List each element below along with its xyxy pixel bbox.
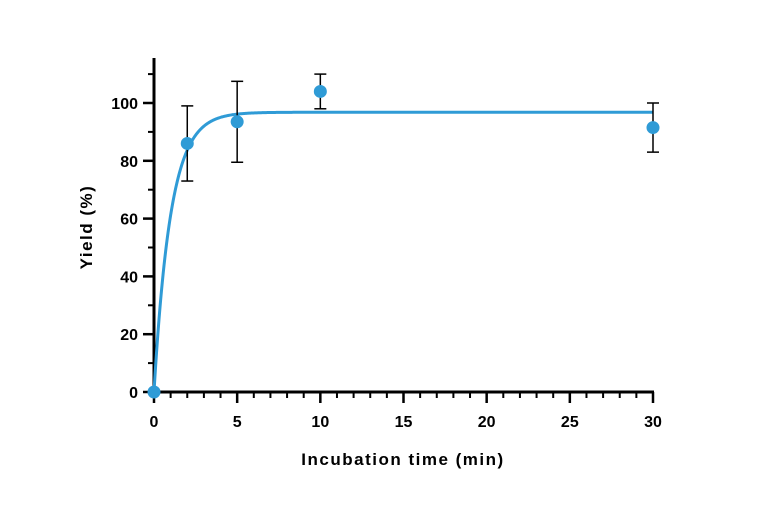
- data-point: [313, 84, 327, 98]
- x-tick-label: 15: [395, 414, 413, 431]
- fit-curve: [152, 110, 653, 393]
- y-tick-label: 100: [111, 96, 138, 113]
- x-tick-label: 25: [561, 414, 579, 431]
- x-tick-label: 10: [311, 414, 329, 431]
- y-tick-label: 0: [129, 385, 138, 402]
- x-tick-label: 20: [478, 414, 496, 431]
- fit-curve-layer: [152, 110, 653, 393]
- x-tick-label: 30: [644, 414, 662, 431]
- y-tick-label: 80: [120, 154, 138, 171]
- data-point: [230, 115, 244, 129]
- y-tick-label: 20: [120, 327, 138, 344]
- y-tick-label: 60: [120, 212, 138, 229]
- x-tick-label: 5: [233, 414, 242, 431]
- y-tick-label: 40: [120, 269, 138, 286]
- y-axis-title: Yield (%): [77, 185, 96, 270]
- x-tick-label: 0: [150, 414, 159, 431]
- data-point: [180, 136, 194, 150]
- data-points-layer: [147, 73, 660, 399]
- axes: 0 20 40 60 80 100 0 5 10 15 20 25 30: [111, 58, 662, 431]
- data-point: [147, 385, 161, 399]
- data-point: [646, 121, 660, 135]
- x-axis-title: Incubation time (min): [301, 450, 504, 469]
